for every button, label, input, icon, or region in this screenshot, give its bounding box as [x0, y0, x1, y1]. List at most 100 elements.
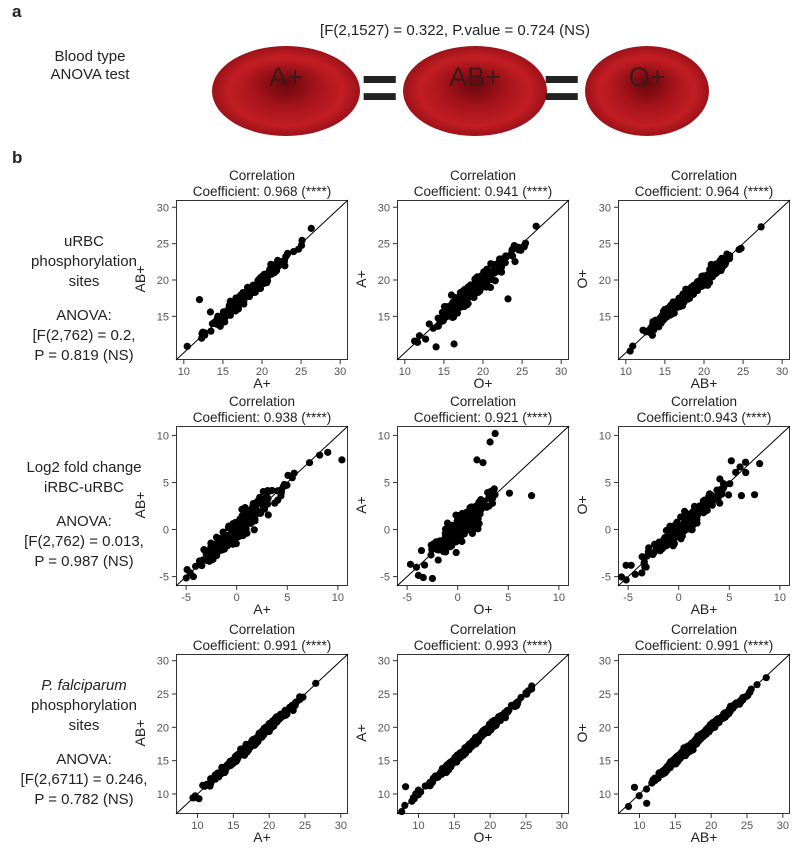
plot-5-point	[419, 573, 427, 582]
plot-7-point	[230, 758, 238, 766]
plot-1-ytick-label-2: 25	[157, 239, 169, 251]
plot-7-title-line1: Correlation	[228, 622, 296, 637]
plot-8-xtick-label-4: 30	[556, 820, 568, 832]
plot-3-point	[722, 258, 730, 266]
plot-2-frame	[397, 200, 569, 360]
plot-5-ytick-label-3: 10	[378, 430, 390, 442]
plot-2-point	[509, 245, 517, 253]
plot-9-point	[642, 785, 651, 793]
plot-5-ytick-label-0: -5	[380, 572, 390, 584]
plot-6-xtick-label-0: -5	[623, 592, 633, 604]
plot-5-point	[427, 551, 435, 559]
row-label-urbc: uRBC phosphorylation sites ANOVA: [F(2,7…	[14, 232, 154, 366]
plot-3-point	[735, 245, 743, 254]
plot-3-xtick-label-3: 25	[737, 366, 749, 378]
plot-3-point	[701, 275, 709, 283]
plot-5-xtick-label-0: -5	[402, 592, 412, 604]
plot-6-point	[686, 510, 694, 518]
plot-4-point	[186, 569, 194, 577]
plot-1-frame	[176, 200, 348, 360]
plot-6-point	[673, 527, 681, 535]
plot-1-point	[183, 342, 191, 350]
plot-3-point	[639, 326, 647, 334]
plot-2-ytick-label-0: 15	[378, 311, 390, 323]
plot-9-point	[656, 769, 664, 778]
plot-5-point	[443, 525, 451, 533]
plot-4-ytick-label-3: 10	[157, 430, 169, 442]
plot-9-point	[635, 792, 643, 800]
plot-8-xtick-label-3: 25	[520, 820, 532, 832]
row-anova-urbc-line2: [F(2,762) = 0.2,	[32, 327, 136, 344]
plot-4-point	[305, 459, 314, 467]
plot-2-title-line2: Coefficient: 0.941 (****)	[413, 184, 553, 199]
plot-5-point	[442, 535, 450, 543]
plot-6-point	[654, 540, 662, 548]
row-label-pfal-line2: phosphorylation	[31, 697, 137, 714]
plot-2-point	[453, 309, 462, 317]
row-anova-log2fc-line2: [F(2,762) = 0.013,	[24, 533, 144, 550]
plot-2-ytick-label-3: 30	[378, 202, 390, 214]
plot-6-point	[736, 463, 744, 471]
plot-7-point	[252, 735, 260, 743]
cell-label-a-plus: A+	[269, 62, 303, 92]
row-label-pfal-line1: P. falciparum	[41, 677, 127, 694]
plot-7-point	[210, 775, 218, 783]
plot-4-point	[256, 509, 265, 517]
plot-3-point	[693, 284, 701, 292]
plot-4-point	[264, 511, 272, 519]
scatter-plot-1: 10 15 20 25 30 15 20 25 30	[157, 199, 349, 378]
plot-4-point	[316, 451, 324, 459]
plot-4-xtick-label-2: 5	[284, 592, 290, 604]
plot-5-point	[452, 548, 460, 557]
plot-2-point	[444, 312, 453, 320]
plot-1-xtick-label-2: 20	[256, 366, 268, 378]
plot-2-xtick-label-0: 10	[399, 366, 411, 378]
plot-4-point	[280, 480, 288, 489]
plot-1-point	[267, 266, 275, 274]
plot-3-title-line1: Correlation	[670, 168, 738, 183]
plot-2-point	[520, 243, 528, 251]
plot-5-xtick-label-1: 0	[455, 592, 461, 604]
plot-8-title-line2: Coefficient: 0.993 (****)	[413, 638, 553, 653]
plot-9-ytick-label-4: 30	[599, 656, 611, 668]
plot-4-point	[220, 533, 229, 541]
row-label-log2fc-line1: Log2 fold change	[26, 459, 142, 476]
plot-7-point	[195, 795, 203, 803]
plot-1-ylabel: AB+	[132, 265, 148, 293]
plot-8-point	[484, 727, 492, 736]
plot-2-point	[504, 295, 512, 303]
plot-5-point	[491, 491, 499, 499]
plot-6-point	[665, 526, 674, 535]
plot-4-point	[234, 530, 242, 538]
plot-1-ytick-label-0: 15	[157, 311, 169, 323]
plot-3-point	[655, 322, 663, 330]
plot-8-point	[528, 682, 536, 690]
plot-5-point	[428, 574, 437, 583]
plot-4-point	[212, 533, 221, 541]
plot-6-point	[682, 517, 690, 525]
row-anova-log2fc-line1: ANOVA:	[56, 513, 112, 530]
plot-7-frame	[176, 654, 348, 814]
scatter-plot-3: 10 15 20 25 30 15 20 25 30	[599, 199, 791, 378]
row-anova-log2fc-line3: P = 0.987 (NS)	[34, 553, 134, 570]
plot-8-xtick-label-0: 10	[412, 820, 424, 832]
plot-8-point	[468, 740, 476, 748]
plot-4-point	[213, 548, 221, 556]
row-label-log2fc-line2: iRBC-uRBC	[43, 479, 124, 496]
plot-7-ytick-label-2: 20	[157, 722, 169, 734]
row-label-log2fc: Log2 fold change iRBC-uRBC ANOVA: [F(2,7…	[14, 458, 154, 572]
plot-8-ytick-label-2: 20	[378, 722, 390, 734]
plot-1-point	[206, 308, 214, 316]
plot-5-point	[505, 489, 514, 497]
plot-5-point	[456, 514, 464, 522]
plot-4-point	[242, 512, 250, 520]
plot-8-xtick-label-2: 20	[484, 820, 496, 832]
plot-1-point	[212, 318, 220, 326]
plot-4-ylabel: AB+	[132, 491, 148, 519]
plot-1-point	[231, 302, 239, 310]
plot-3-point	[716, 257, 724, 265]
plot-5-ytick-label-2: 5	[384, 477, 390, 489]
row-anova-urbc-line1: ANOVA:	[56, 307, 112, 324]
plot-2-point	[482, 279, 491, 287]
plot-8-point	[398, 807, 406, 816]
